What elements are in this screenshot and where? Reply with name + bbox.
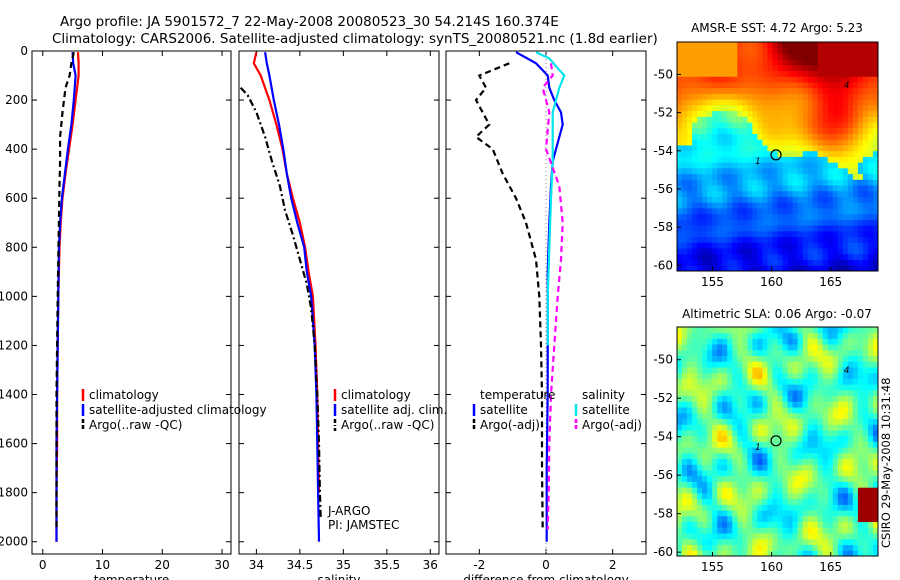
map-marker-label: 1 [755, 157, 761, 167]
map-frame [676, 41, 879, 272]
legend-label: climatology [341, 388, 411, 402]
y-tick-label: 600 [5, 191, 28, 205]
x-tick-label: 36 [423, 558, 438, 572]
map-y-tick-label: -50 [653, 67, 673, 81]
map-y-tick-label: -52 [653, 106, 673, 120]
sla-map-title: Altimetric SLA: 0.06 Argo: -0.07 [682, 307, 872, 321]
legend-label: satellite adj. clim. [341, 403, 447, 417]
legend-heading: temperature [480, 388, 555, 402]
legend-label: Argo(..raw -QC) [89, 418, 182, 432]
plot-frame [31, 50, 232, 555]
x-axis-label: difference from climatology [463, 573, 629, 580]
legend-label: Argo(-adj) [480, 418, 540, 432]
map-x-tick-label: 155 [701, 275, 724, 289]
legend-label: satellite [582, 403, 630, 417]
y-tick-label: 200 [5, 93, 28, 107]
salinity-panel: 34 34.5 35 35.5 36 salinity climatologysatelli… [238, 50, 447, 580]
map-y-tick-label: -58 [653, 507, 673, 521]
figure-title-line1: Argo profile: JA 5901572_7 22-May-2008 2… [60, 14, 559, 30]
x-tick-label: 0 [39, 558, 47, 572]
legend-label: Argo(-adj) [582, 418, 642, 432]
y-tick-label: 1200 [0, 338, 28, 352]
map-y-tick-label: -56 [653, 468, 673, 482]
map-x-tick-label: 155 [701, 560, 724, 574]
profile-location-circle [770, 435, 782, 447]
legend-heading: salinity [582, 388, 625, 402]
y-tick-label: 0 [20, 44, 28, 58]
temperature-panel: 0 10 20 30 0 200 400 600 800 1000 1200 1400 1600 1800… [0, 44, 267, 580]
x-tick-label: 2 [609, 558, 617, 572]
map-marker-label: 4 [844, 366, 850, 376]
map-field [677, 42, 879, 272]
series-line-argo-raw-qc- [239, 87, 322, 518]
y-tick-label: 1800 [0, 486, 28, 500]
map-y-tick-label: -56 [653, 182, 673, 196]
profile-location-circle [770, 149, 782, 161]
map-frame [676, 326, 879, 557]
x-tick-label: 10 [95, 558, 110, 572]
timestamp-stamp: CSIRO 29-May-2008 10:31:48 [879, 378, 893, 549]
y-tick-label: 400 [5, 142, 28, 156]
legend-label: Argo(..raw -QC) [341, 418, 434, 432]
source-annotation: J-ARGO [327, 504, 370, 518]
x-tick-label: 0 [542, 558, 550, 572]
map-x-tick-label: 165 [819, 560, 842, 574]
map-field [677, 327, 879, 557]
plot-frame [238, 50, 440, 555]
sst-map-title: AMSR-E SST: 4.72 Argo: 5.23 [691, 21, 863, 35]
series-line-satellite-adj-clim- [264, 52, 321, 542]
map-x-tick-label: 165 [819, 275, 842, 289]
y-tick-label: 1400 [0, 388, 28, 402]
series-line-climatology [252, 51, 321, 493]
sla-map-panel: Altimetric SLA: 0.06 Argo: -0.07 155 160 1… [653, 307, 879, 574]
x-tick-label: 34 [249, 558, 264, 572]
y-tick-label: 2000 [0, 535, 28, 549]
series-line-argo-adj- [541, 63, 564, 530]
source-annotation: PI: JAMSTEC [328, 518, 399, 532]
series-line-argo-adj- [474, 62, 544, 530]
series-line-climatology [55, 52, 80, 542]
legend-label: satellite [480, 403, 528, 417]
map-marker-label: 1 [755, 443, 761, 453]
legend-label: satellite-adjusted climatology [89, 403, 267, 417]
x-tick-label: 35 [336, 558, 351, 572]
series-line-satellite-adjusted-climatology [55, 52, 77, 542]
map-x-tick-label: 160 [760, 275, 783, 289]
x-tick-label: 30 [214, 558, 229, 572]
x-tick-label: 20 [155, 558, 170, 572]
map-y-tick-label: -54 [653, 144, 673, 158]
map-x-tick-label: 160 [760, 560, 783, 574]
legend-label: climatology [89, 388, 159, 402]
figure-title-line2: Climatology: CARS2006. Satellite-adjuste… [52, 31, 658, 47]
y-tick-label: 800 [5, 240, 28, 254]
sst-map-panel: AMSR-E SST: 4.72 Argo: 5.23 155 160 165 -50… [653, 21, 879, 289]
x-axis-label: salinity [317, 573, 360, 580]
x-tick-label: 35.5 [373, 558, 400, 572]
x-tick-label: -2 [473, 558, 485, 572]
map-y-tick-label: -54 [653, 430, 673, 444]
map-y-tick-label: -58 [653, 220, 673, 234]
map-y-tick-label: -52 [653, 391, 673, 405]
map-y-tick-label: -50 [653, 353, 673, 367]
x-axis-label: temperature [94, 573, 169, 580]
x-tick-label: 34.5 [287, 558, 314, 572]
series-line-satellite [515, 51, 564, 542]
y-tick-label: 1000 [0, 289, 28, 303]
series-line-satellite [535, 51, 566, 346]
series-line-argo-raw-qc- [55, 51, 75, 530]
map-y-tick-label: -60 [653, 545, 673, 559]
map-marker-label: 4 [844, 81, 850, 91]
map-y-tick-label: -60 [653, 258, 673, 272]
y-tick-label: 1600 [0, 437, 28, 451]
